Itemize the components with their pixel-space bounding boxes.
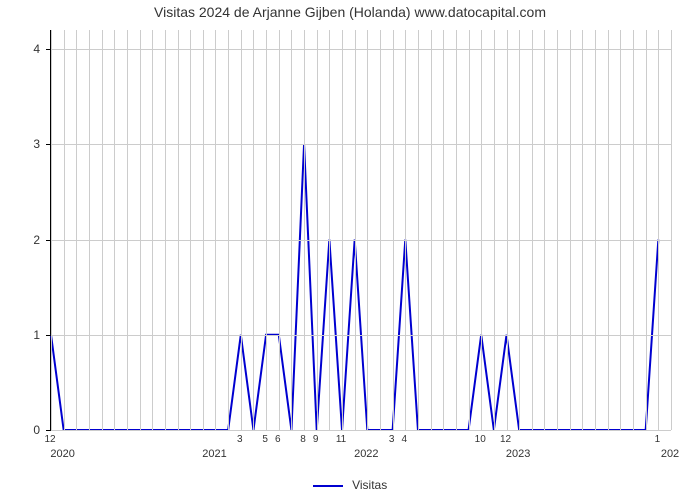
gridline-v [544,30,545,430]
gridline-v [418,30,419,430]
gridline-v [393,30,394,430]
x-tick-minor: 6 [275,434,281,445]
x-tick-minor: 9 [313,434,319,445]
x-tick-minor: 3 [389,434,395,445]
x-tick-minor: 3 [237,434,243,445]
gridline-v [291,30,292,430]
gridline-v [481,30,482,430]
gridline-v [304,30,305,430]
gridline-v [380,30,381,430]
gridline-v [317,30,318,430]
gridline-v [64,30,65,430]
x-tick-minor: 1 [655,434,661,445]
gridline-v [342,30,343,430]
x-tick-major: 2022 [354,448,378,460]
gridline-v [431,30,432,430]
x-tick-minor: 5 [262,434,268,445]
line-series [51,30,671,430]
gridline-v [114,30,115,430]
legend-swatch [313,485,343,487]
gridline-v [532,30,533,430]
gridline-v [140,30,141,430]
gridline-v [494,30,495,430]
gridline-v [633,30,634,430]
gridline-v [658,30,659,430]
gridline-v [608,30,609,430]
gridline-h [51,430,671,431]
x-tick-minor: 8 [300,434,306,445]
gridline-v [279,30,280,430]
gridline-v [443,30,444,430]
gridline-v [51,30,52,430]
gridline-v [241,30,242,430]
x-tick-major: 2021 [202,448,226,460]
gridline-v [215,30,216,430]
gridline-v [203,30,204,430]
x-tick-minor: 10 [475,434,486,445]
gridline-v [178,30,179,430]
gridline-v [557,30,558,430]
gridline-h [51,240,671,241]
x-tick-major: 2023 [506,448,530,460]
gridline-v [89,30,90,430]
gridline-v [253,30,254,430]
y-tick-label: 3 [0,137,40,151]
legend-label: Visitas [352,478,387,492]
gridline-v [152,30,153,430]
visits-chart: Visitas 2024 de Arjanne Gijben (Holanda)… [0,0,700,500]
gridline-v [456,30,457,430]
gridline-v [620,30,621,430]
chart-legend: Visitas [0,478,700,492]
gridline-v [582,30,583,430]
chart-title: Visitas 2024 de Arjanne Gijben (Holanda)… [0,4,700,20]
gridline-v [127,30,128,430]
gridline-h [51,335,671,336]
gridline-v [405,30,406,430]
gridline-v [507,30,508,430]
gridline-v [367,30,368,430]
y-tick-label: 1 [0,328,40,342]
y-tick-label: 0 [0,423,40,437]
x-tick-major: 2020 [50,448,74,460]
gridline-v [190,30,191,430]
x-tick-minor: 12 [500,434,511,445]
gridline-h [51,49,671,50]
x-tick-minor: 12 [44,434,55,445]
y-tick-label: 4 [0,42,40,56]
gridline-v [329,30,330,430]
gridline-v [228,30,229,430]
gridline-v [570,30,571,430]
gridline-v [102,30,103,430]
x-tick-minor: 4 [402,434,408,445]
y-tick-label: 2 [0,233,40,247]
plot-area [50,30,671,431]
gridline-v [266,30,267,430]
gridline-v [469,30,470,430]
x-tick-minor: 11 [336,434,346,445]
gridline-v [355,30,356,430]
gridline-v [76,30,77,430]
x-tick-major: 202 [661,448,679,460]
gridline-v [519,30,520,430]
gridline-h [51,144,671,145]
gridline-v [595,30,596,430]
gridline-v [646,30,647,430]
gridline-v [165,30,166,430]
gridline-v [671,30,672,430]
